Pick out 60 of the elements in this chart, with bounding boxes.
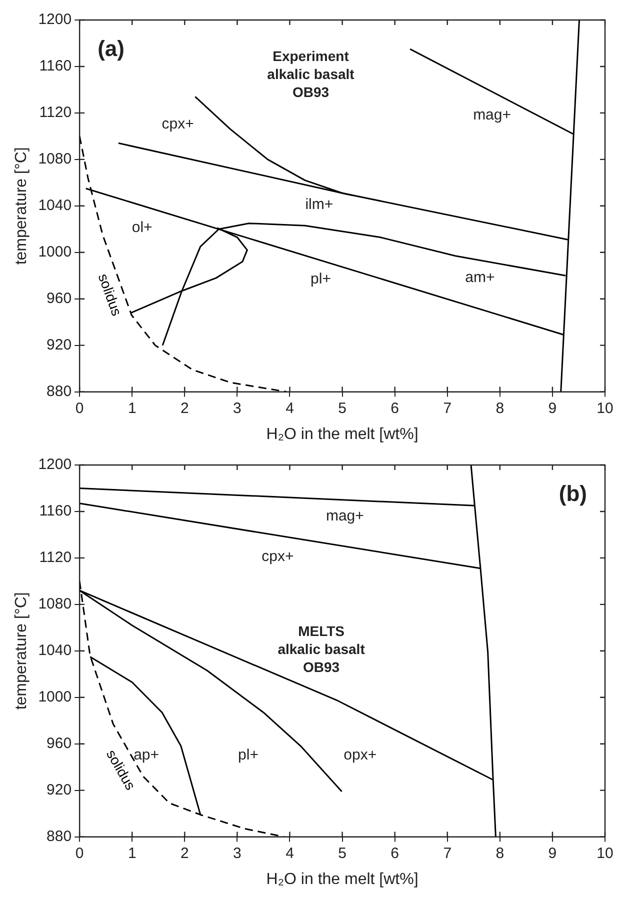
x-tick-label: 4 xyxy=(286,844,294,862)
y-tick-label: 920 xyxy=(46,781,72,798)
y-tick-label: 880 xyxy=(46,382,72,400)
y-tick-label: 1200 xyxy=(38,456,72,474)
text: Experiment alkalic basalt OB93 xyxy=(267,48,355,100)
x-tick-label: 3 xyxy=(233,844,242,862)
x-axis-title: H₂O in the melt [wt%] xyxy=(266,426,418,443)
annotation: ilm+ xyxy=(305,196,334,213)
x-tick-label: 7 xyxy=(443,844,452,862)
x-tick-label: 10 xyxy=(596,400,614,417)
text: solidus xyxy=(95,271,126,318)
annotation: ap+ xyxy=(134,746,160,764)
y-axis-title: temperature [°C] xyxy=(13,147,30,265)
y-tick-label: 960 xyxy=(46,290,72,307)
y-tick-label: 1080 xyxy=(38,596,72,613)
y-tick-label: 1080 xyxy=(38,150,72,168)
x-tick-label: 2 xyxy=(180,400,189,417)
y-tick-label: 920 xyxy=(46,336,72,354)
y-tick-label: 1160 xyxy=(39,502,72,520)
x-tick-label: 10 xyxy=(596,844,614,862)
y-tick-label: 1120 xyxy=(39,549,72,566)
x-tick-label: 9 xyxy=(548,844,557,862)
y-tick-label: 1000 xyxy=(38,688,72,706)
x-tick-label: 7 xyxy=(443,400,452,417)
x-tick-label: 6 xyxy=(390,844,399,862)
annotation: mag+ xyxy=(326,507,364,524)
y-axis-title: temperature [°C] xyxy=(13,592,30,710)
x-tick-label: 8 xyxy=(496,844,504,862)
text: (a) xyxy=(98,36,124,62)
annotation: am+ xyxy=(465,269,495,286)
x-tick-label: 8 xyxy=(496,400,504,417)
x-tick-label: 6 xyxy=(390,400,399,417)
x-tick-label: 1 xyxy=(128,400,136,417)
x-axis-title: H₂O in the melt [wt%] xyxy=(266,870,418,888)
annotation: pl+ xyxy=(310,270,332,288)
text: MELTS alkalic basalt OB93 xyxy=(278,623,366,676)
annotation: mag+ xyxy=(473,106,512,124)
y-tick-label: 1120 xyxy=(39,104,72,122)
y-tick-label: 1200 xyxy=(38,11,72,28)
y-tick-label: 1000 xyxy=(38,244,72,261)
annotation: cpx+ xyxy=(162,116,194,133)
x-tick-label: 1 xyxy=(128,844,136,862)
y-tick-label: 960 xyxy=(46,734,72,752)
x-tick-label: 0 xyxy=(75,400,84,417)
y-tick-label: 1160 xyxy=(39,58,72,75)
x-tick-label: 5 xyxy=(338,844,346,862)
y-tick-label: 1040 xyxy=(38,642,72,660)
x-tick-label: 4 xyxy=(286,400,294,417)
annotation: ol+ xyxy=(132,218,153,236)
text: (b) xyxy=(558,481,587,506)
x-tick-label: 0 xyxy=(75,844,84,862)
annotation: pl+ xyxy=(238,746,259,764)
annotation: opx+ xyxy=(344,746,377,764)
x-tick-label: 5 xyxy=(338,400,346,417)
x-tick-label: 9 xyxy=(548,400,557,417)
x-tick-label: 3 xyxy=(233,400,242,417)
y-tick-label: 1040 xyxy=(38,197,72,214)
annotation: cpx+ xyxy=(262,548,294,565)
y-tick-label: 880 xyxy=(46,828,72,845)
x-tick-label: 2 xyxy=(180,844,189,862)
